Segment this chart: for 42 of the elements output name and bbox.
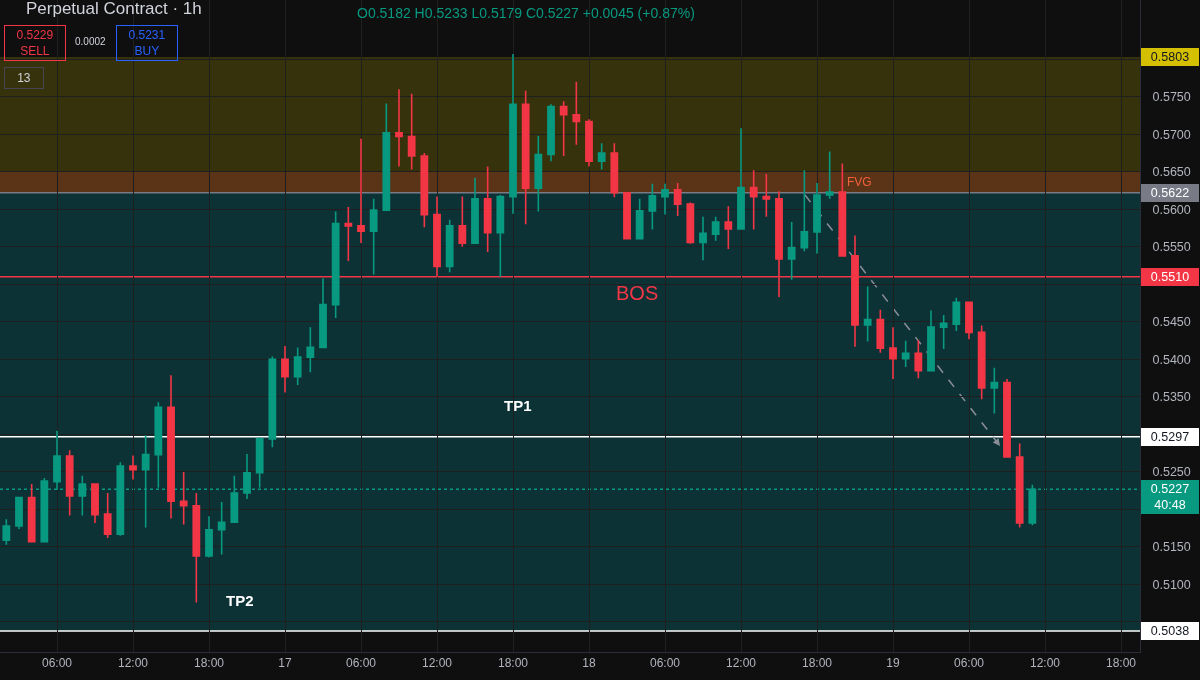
x-tick-label: 19	[886, 656, 900, 671]
annotation: 13	[17, 71, 31, 85]
x-tick-label: 18:00	[1105, 656, 1137, 671]
x-tick-label: 12:00	[421, 656, 453, 671]
y-tick-label: 0.5350	[1152, 390, 1191, 405]
ref-line-label: 0.5297	[1150, 430, 1190, 444]
y-tick-label: 0.5650	[1152, 165, 1191, 180]
y-tick-label: 0.5750	[1152, 90, 1191, 105]
annotation: BOS	[616, 282, 659, 304]
x-tick-label: 12:00	[1029, 656, 1061, 671]
y-tick-label: 0.5600	[1152, 202, 1191, 217]
annotation: 0.0002	[75, 36, 107, 47]
annotation: O0.5182 H0.5233 L0.5179 C0.5227 +0.0045 (+0.87%)	[357, 5, 695, 21]
x-tick-label: 17	[278, 656, 292, 671]
x-tick-label: 18:00	[801, 656, 833, 671]
x-tick-label: 06:00	[953, 656, 985, 671]
annotation: TP2	[226, 592, 254, 609]
band-label: 0.5803	[1150, 50, 1190, 64]
x-tick-label: 06:00	[345, 656, 377, 671]
y-tick-label: 0.5250	[1152, 465, 1191, 480]
ref-line-label: 0.5227 40:48	[1150, 482, 1190, 513]
ref-line-label: 0.5510	[1150, 270, 1190, 284]
annotation: 0.5231 BUY	[128, 28, 166, 58]
x-tick-label: 06:00	[649, 656, 681, 671]
chart-title: Perpetual Contract · 1h	[26, 0, 202, 18]
annotation: 0.5229 SELL	[16, 28, 54, 58]
x-tick-label: 12:00	[117, 656, 149, 671]
x-tick-label: 12:00	[725, 656, 757, 671]
x-tick-label: 18:00	[497, 656, 529, 671]
ref-line-label: 0.5622	[1150, 186, 1190, 200]
y-tick-label: 0.5550	[1152, 240, 1191, 255]
y-tick-label: 0.5150	[1152, 540, 1191, 555]
x-tick-label: 18:00	[193, 656, 225, 671]
y-tick-label: 0.5100	[1152, 577, 1191, 592]
ref-line-label: 0.5038	[1150, 624, 1190, 638]
y-tick-label: 0.5700	[1152, 127, 1191, 142]
x-tick-label: 18	[582, 656, 596, 671]
y-tick-label: 0.5400	[1152, 352, 1191, 367]
y-tick-label: 0.5450	[1152, 315, 1191, 330]
annotation: TP1	[504, 397, 532, 414]
x-tick-label: 06:00	[41, 656, 73, 671]
annotation: FVG	[847, 175, 872, 189]
